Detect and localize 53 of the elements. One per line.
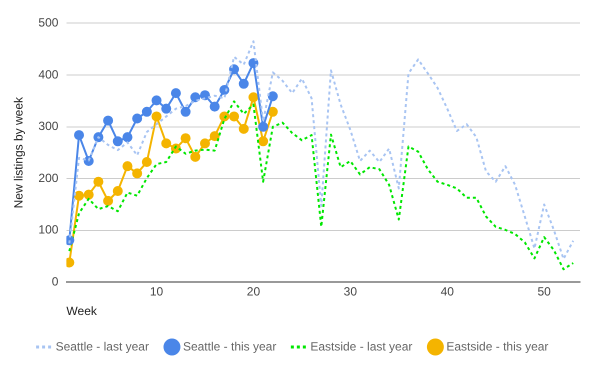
x-tick-label: 10 xyxy=(150,284,164,299)
point xyxy=(268,91,278,102)
point xyxy=(103,196,114,206)
point xyxy=(84,190,94,200)
point xyxy=(74,190,84,201)
point xyxy=(170,88,181,98)
y-tick-label: 0 xyxy=(52,274,59,289)
x-axis-title: Week xyxy=(66,304,98,318)
point xyxy=(190,92,200,102)
point xyxy=(248,92,258,102)
point xyxy=(103,116,114,126)
legend-label: Seattle - last year xyxy=(56,339,149,354)
point xyxy=(152,111,162,122)
legend-label: Eastside - this year xyxy=(446,339,548,354)
point xyxy=(200,90,210,100)
point xyxy=(132,114,142,124)
point xyxy=(112,186,123,196)
legend-label: Seattle - this year xyxy=(182,339,276,354)
point xyxy=(238,78,249,89)
y-axis-title: New listings by week xyxy=(12,96,26,208)
point xyxy=(210,131,220,142)
point xyxy=(74,130,84,140)
point xyxy=(210,102,220,112)
point xyxy=(200,138,210,148)
point xyxy=(161,138,172,148)
point xyxy=(112,136,123,146)
x-tick-label: 40 xyxy=(440,284,454,299)
point xyxy=(258,136,268,146)
legend-label: Eastside - last year xyxy=(310,339,412,354)
point xyxy=(268,106,278,117)
y-tick-label: 500 xyxy=(38,16,59,30)
point xyxy=(238,124,249,134)
point xyxy=(161,104,172,114)
point xyxy=(142,157,152,168)
x-tick-label: 30 xyxy=(344,284,358,299)
y-tick-label: 300 xyxy=(38,119,59,134)
y-tick-label: 200 xyxy=(38,170,59,185)
line-series xyxy=(68,100,574,270)
point xyxy=(132,168,142,178)
point xyxy=(180,133,191,144)
point xyxy=(142,106,152,117)
point xyxy=(122,161,132,172)
point xyxy=(122,132,132,142)
point xyxy=(93,176,104,187)
y-tick-label: 100 xyxy=(38,222,59,237)
point xyxy=(258,122,268,132)
x-tick-label: 20 xyxy=(246,284,260,299)
point xyxy=(152,95,162,106)
x-tick-label: 50 xyxy=(537,284,552,299)
point xyxy=(229,111,240,122)
y-tick-label: 400 xyxy=(38,67,59,82)
point xyxy=(190,152,200,162)
point xyxy=(180,106,191,117)
